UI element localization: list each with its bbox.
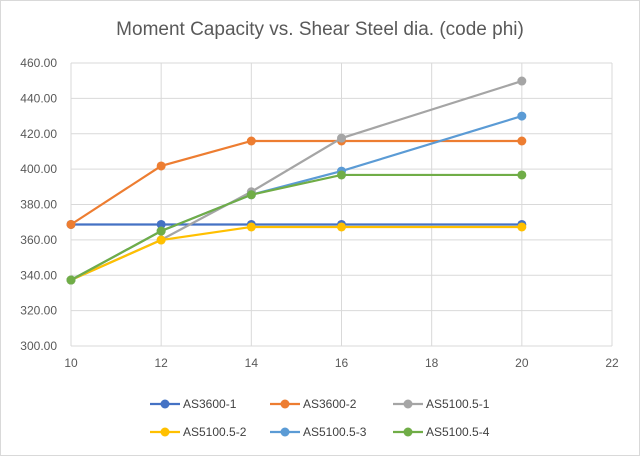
x-tick-label: 22 — [605, 356, 619, 370]
data-point-AS3600-2 — [517, 136, 527, 146]
y-tick-label: 360.00 — [20, 233, 57, 247]
legend-label: AS5100.5-1 — [426, 397, 490, 411]
legend-label: AS3600-1 — [183, 397, 237, 411]
data-point-AS5100.5-2 — [517, 222, 527, 232]
legend-marker — [403, 399, 413, 409]
legend-label: AS3600-2 — [303, 397, 357, 411]
legend-marker — [280, 427, 290, 437]
legend-marker — [160, 427, 170, 437]
y-tick-label: 420.00 — [20, 127, 57, 141]
data-point-AS3600-2 — [66, 219, 76, 229]
data-point-AS5100.5-3 — [517, 111, 527, 121]
y-tick-label: 320.00 — [20, 304, 57, 318]
data-point-AS3600-2 — [246, 136, 256, 146]
y-tick-label: 400.00 — [20, 162, 57, 176]
data-point-AS3600-1 — [156, 219, 166, 229]
y-tick-label: 300.00 — [20, 339, 57, 353]
y-tick-label: 340.00 — [20, 268, 57, 282]
data-point-AS3600-2 — [156, 161, 166, 171]
legend-marker — [160, 399, 170, 409]
data-point-AS5100.5-4 — [517, 170, 527, 180]
legend-label: AS5100.5-2 — [183, 425, 247, 439]
legend-marker — [403, 427, 413, 437]
data-point-AS5100.5-4 — [246, 190, 256, 200]
x-tick-label: 18 — [425, 356, 439, 370]
x-tick-label: 14 — [245, 356, 259, 370]
data-point-AS5100.5-4 — [66, 275, 76, 285]
data-point-AS5100.5-2 — [337, 222, 346, 232]
legend-label: AS5100.5-4 — [426, 425, 490, 439]
x-tick-label: 20 — [515, 356, 529, 370]
x-tick-label: 10 — [64, 356, 78, 370]
y-tick-label: 440.00 — [20, 91, 57, 105]
y-tick-label: 460.00 — [20, 56, 57, 70]
data-point-AS5100.5-2 — [156, 235, 166, 245]
data-point-AS5100.5-2 — [246, 222, 256, 232]
x-tick-label: 16 — [335, 356, 349, 370]
legend-label: AS5100.5-3 — [303, 425, 367, 439]
x-tick-label: 12 — [154, 356, 168, 370]
data-point-AS5100.5-4 — [156, 226, 166, 236]
legend-marker — [280, 399, 290, 409]
data-point-AS5100.5-4 — [337, 170, 346, 180]
y-tick-label: 380.00 — [20, 198, 57, 212]
chart-title: Moment Capacity vs. Shear Steel dia. (co… — [116, 19, 524, 40]
data-point-AS5100.5-1 — [517, 76, 527, 86]
data-point-AS5100.5-1 — [337, 133, 346, 143]
